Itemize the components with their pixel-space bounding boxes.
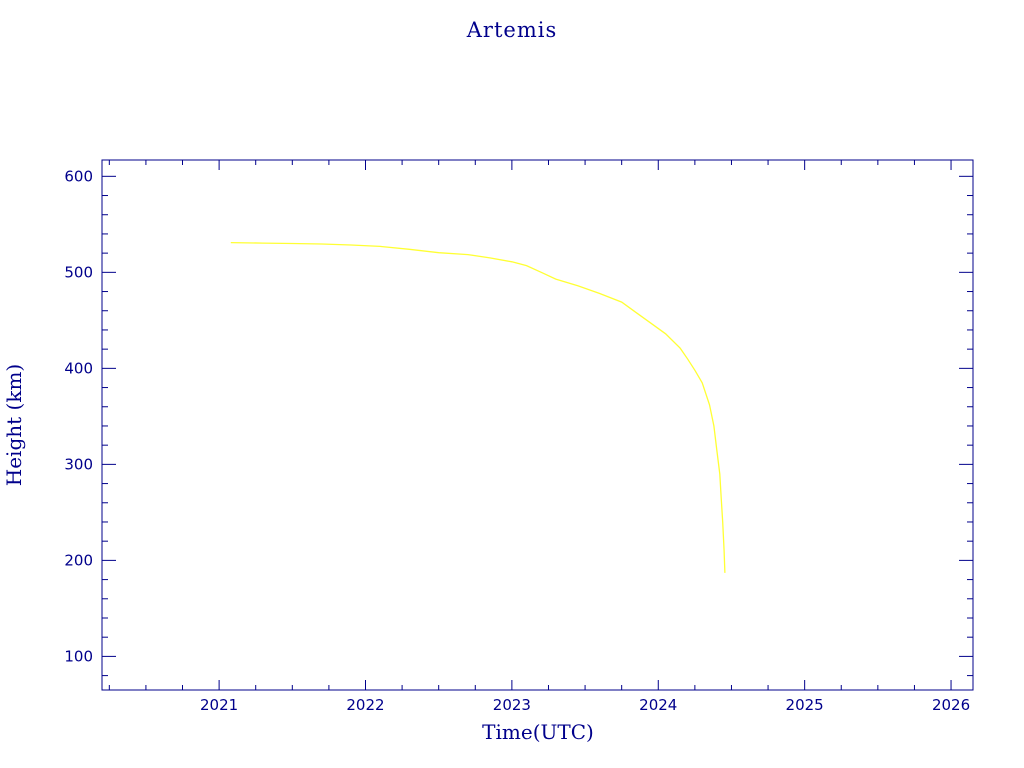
x-tick-label: 2022	[346, 696, 384, 714]
x-tick-label: 2024	[639, 696, 677, 714]
plot-frame	[101, 159, 974, 691]
chart-title: Artemis	[466, 18, 557, 42]
x-axis-label: Time(UTC)	[482, 720, 594, 744]
x-tick-label: 2021	[200, 696, 238, 714]
y-tick-label: 500	[64, 263, 93, 281]
x-tick-label: 2026	[932, 696, 970, 714]
tick-labels: 2021 2022 2023 2024 2025 2026 100 200 300 400 500 6…	[64, 167, 970, 714]
series-line-height	[230, 241, 726, 573]
x-tick-label: 2025	[786, 696, 824, 714]
y-tick-label: 100	[64, 647, 93, 665]
y-tick-label: 600	[64, 167, 93, 185]
axis-ticks	[102, 160, 973, 690]
x-tick-label: 2023	[493, 696, 531, 714]
y-tick-label: 200	[64, 551, 93, 569]
y-tick-label: 300	[64, 455, 93, 473]
y-axis-label: Height (km)	[2, 364, 26, 486]
y-tick-label: 400	[64, 359, 93, 377]
